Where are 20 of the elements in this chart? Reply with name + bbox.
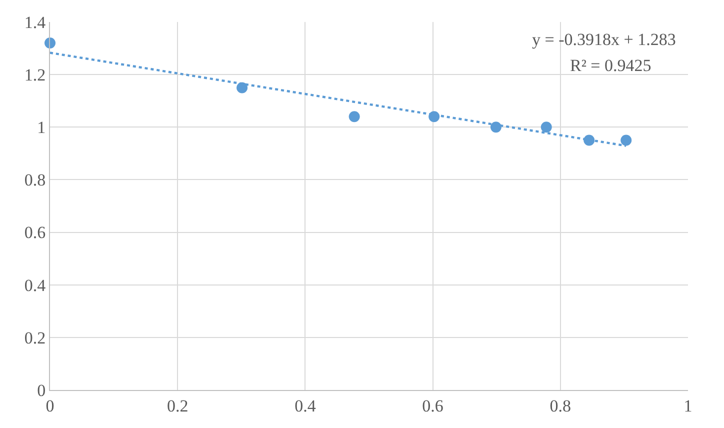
point <box>540 122 552 133</box>
point <box>348 111 360 122</box>
y-tick-label: 1.4 <box>24 12 46 32</box>
x-tick-label: 1 <box>684 396 692 416</box>
y-tick-label: 0.2 <box>24 328 46 348</box>
y-tick-label: 0 <box>37 380 46 400</box>
y-tick-label: 0.6 <box>24 223 46 242</box>
y-tick-label: 0.8 <box>24 170 46 190</box>
y-tick-label: 1.2 <box>24 66 46 85</box>
x-tick-label: 0.6 <box>422 396 444 416</box>
y-tick-label: 0.4 <box>24 276 46 295</box>
point <box>236 82 248 94</box>
x-tick-label: 0.2 <box>166 396 188 416</box>
x-tick-label: 0.4 <box>294 396 316 416</box>
point <box>620 134 632 146</box>
y-tick-label: 1 <box>37 118 46 138</box>
annotation: y = -0.3918x + 1.283 <box>532 30 676 49</box>
x-tick-label: 0.8 <box>550 396 572 416</box>
annotation: R² = 0.9425 <box>570 56 652 75</box>
point <box>490 122 502 133</box>
